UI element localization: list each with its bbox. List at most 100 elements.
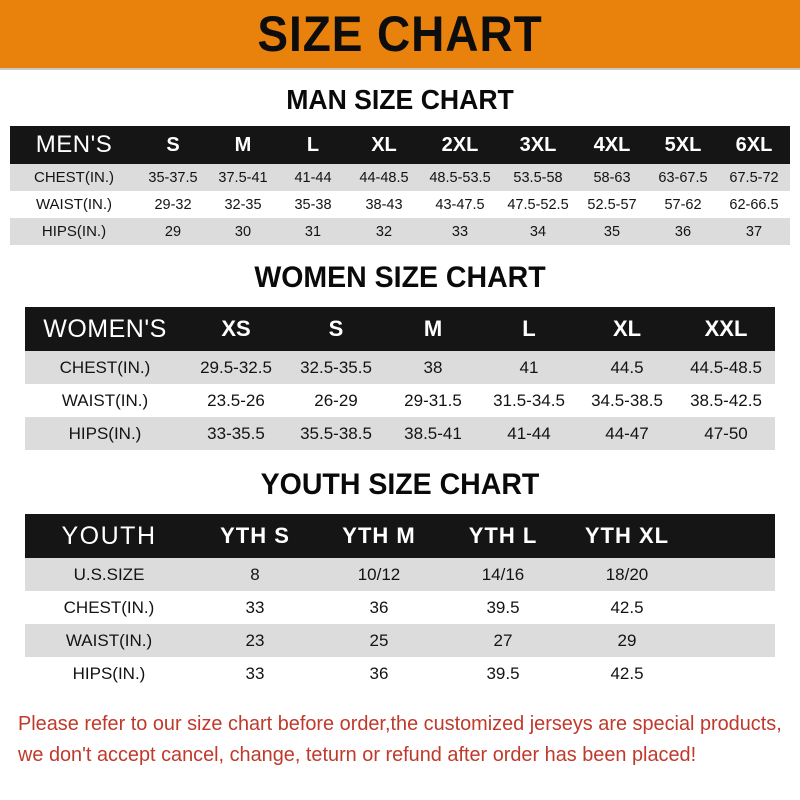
youth-value-cell: 33 xyxy=(193,657,317,690)
man-value-cell: 35-37.5 xyxy=(138,164,208,191)
man-value-cell: 31 xyxy=(278,218,348,245)
youth-table-body: YOUTH YTH S YTH M YTH L YTH XL U.S.SIZE 8 10/12… xyxy=(25,514,775,690)
women-row-label: CHEST(IN.) xyxy=(25,351,185,384)
man-size-table: MEN'S S M L XL 2XL 3XL 4XL 5XL 6XL CHEST(IN.) 35-37… xyxy=(10,126,790,245)
youth-row-label: HIPS(IN.) xyxy=(25,657,193,690)
women-header-cell: XL xyxy=(577,307,677,351)
women-value-cell: 23.5-26 xyxy=(185,384,287,417)
youth-header-cell: YTH L xyxy=(441,514,565,558)
man-value-cell: 32 xyxy=(348,218,420,245)
man-header-cell: L xyxy=(278,126,348,164)
women-size-table: WOMEN'S XS S M L XL XXL CHEST(IN.) 29.5-32.5 32.5… xyxy=(25,307,775,450)
women-header-cell: WOMEN'S xyxy=(25,307,185,351)
man-value-cell: 52.5-57 xyxy=(576,191,648,218)
women-value-cell: 41-44 xyxy=(481,417,577,450)
youth-pad-cell xyxy=(689,558,775,591)
youth-value-cell: 42.5 xyxy=(565,591,689,624)
man-header-cell: M xyxy=(208,126,278,164)
man-header-cell: XL xyxy=(348,126,420,164)
man-row-label: HIPS(IN.) xyxy=(10,218,138,245)
women-header-cell: XS xyxy=(185,307,287,351)
table-row: HIPS(IN.) 29 30 31 32 33 34 35 36 37 xyxy=(10,218,790,245)
table-row: HIPS(IN.) 33-35.5 35.5-38.5 38.5-41 41-44 44-… xyxy=(25,417,775,450)
footer-line-1: Please refer to our size chart before or… xyxy=(18,712,782,735)
women-value-cell: 31.5-34.5 xyxy=(481,384,577,417)
youth-pad-cell xyxy=(689,657,775,690)
man-value-cell: 57-62 xyxy=(648,191,718,218)
man-value-cell: 47.5-52.5 xyxy=(500,191,576,218)
youth-row-label: WAIST(IN.) xyxy=(25,624,193,657)
youth-header-cell: YOUTH xyxy=(25,514,193,558)
man-header-row: MEN'S S M L XL 2XL 3XL 4XL 5XL 6XL xyxy=(10,126,790,164)
women-header-cell: M xyxy=(385,307,481,351)
women-section-heading: WOMEN SIZE CHART xyxy=(254,261,546,294)
women-value-cell: 47-50 xyxy=(677,417,775,450)
women-header-row: WOMEN'S XS S M L XL XXL xyxy=(25,307,775,351)
youth-value-cell: 29 xyxy=(565,624,689,657)
youth-value-cell: 39.5 xyxy=(441,657,565,690)
page-title: SIZE CHART xyxy=(257,6,543,62)
women-value-cell: 34.5-38.5 xyxy=(577,384,677,417)
man-value-cell: 35-38 xyxy=(278,191,348,218)
man-header-cell: S xyxy=(138,126,208,164)
man-header-cell: 2XL xyxy=(420,126,500,164)
women-value-cell: 33-35.5 xyxy=(185,417,287,450)
women-value-cell: 38.5-42.5 xyxy=(677,384,775,417)
man-header-cell: MEN'S xyxy=(10,126,138,164)
page-banner: SIZE CHART xyxy=(0,0,800,70)
man-value-cell: 41-44 xyxy=(278,164,348,191)
youth-value-cell: 42.5 xyxy=(565,657,689,690)
table-row: HIPS(IN.) 33 36 39.5 42.5 xyxy=(25,657,775,690)
table-row: WAIST(IN.) 29-32 32-35 35-38 38-43 43-47.5 47.… xyxy=(10,191,790,218)
youth-header-pad xyxy=(689,514,775,558)
man-header-cell: 5XL xyxy=(648,126,718,164)
man-value-cell: 29-32 xyxy=(138,191,208,218)
women-header-cell: S xyxy=(287,307,385,351)
youth-row-label: U.S.SIZE xyxy=(25,558,193,591)
women-value-cell: 38.5-41 xyxy=(385,417,481,450)
man-value-cell: 53.5-58 xyxy=(500,164,576,191)
man-value-cell: 38-43 xyxy=(348,191,420,218)
women-value-cell: 44.5-48.5 xyxy=(677,351,775,384)
youth-header-row: YOUTH YTH S YTH M YTH L YTH XL xyxy=(25,514,775,558)
youth-value-cell: 27 xyxy=(441,624,565,657)
man-row-label: CHEST(IN.) xyxy=(10,164,138,191)
youth-value-cell: 14/16 xyxy=(441,558,565,591)
man-value-cell: 29 xyxy=(138,218,208,245)
man-value-cell: 30 xyxy=(208,218,278,245)
man-value-cell: 35 xyxy=(576,218,648,245)
table-row: WAIST(IN.) 23 25 27 29 xyxy=(25,624,775,657)
man-value-cell: 63-67.5 xyxy=(648,164,718,191)
youth-value-cell: 36 xyxy=(317,591,441,624)
women-row-label: WAIST(IN.) xyxy=(25,384,185,417)
man-value-cell: 34 xyxy=(500,218,576,245)
man-value-cell: 37.5-41 xyxy=(208,164,278,191)
women-header-cell: L xyxy=(481,307,577,351)
man-header-cell: 4XL xyxy=(576,126,648,164)
man-value-cell: 36 xyxy=(648,218,718,245)
youth-header-cell: YTH S xyxy=(193,514,317,558)
table-row: CHEST(IN.) 29.5-32.5 32.5-35.5 38 41 44.5 44.5… xyxy=(25,351,775,384)
man-value-cell: 67.5-72 xyxy=(718,164,790,191)
man-value-cell: 37 xyxy=(718,218,790,245)
women-value-cell: 26-29 xyxy=(287,384,385,417)
women-value-cell: 41 xyxy=(481,351,577,384)
footer-line-2: we don't accept cancel, change, teturn o… xyxy=(18,743,697,766)
women-value-cell: 35.5-38.5 xyxy=(287,417,385,450)
man-header-cell: 3XL xyxy=(500,126,576,164)
man-table-body: MEN'S S M L XL 2XL 3XL 4XL 5XL 6XL CHEST(IN.) 35-37… xyxy=(10,126,790,245)
youth-value-cell: 8 xyxy=(193,558,317,591)
women-value-cell: 44.5 xyxy=(577,351,677,384)
youth-header-cell: YTH M xyxy=(317,514,441,558)
youth-value-cell: 18/20 xyxy=(565,558,689,591)
table-row: U.S.SIZE 8 10/12 14/16 18/20 xyxy=(25,558,775,591)
man-value-cell: 44-48.5 xyxy=(348,164,420,191)
man-row-label: WAIST(IN.) xyxy=(10,191,138,218)
youth-value-cell: 36 xyxy=(317,657,441,690)
table-row: CHEST(IN.) 33 36 39.5 42.5 xyxy=(25,591,775,624)
women-header-cell: XXL xyxy=(677,307,775,351)
youth-size-table: YOUTH YTH S YTH M YTH L YTH XL U.S.SIZE 8 10/12… xyxy=(25,514,775,690)
man-value-cell: 62-66.5 xyxy=(718,191,790,218)
youth-section-heading: YOUTH SIZE CHART xyxy=(260,468,540,501)
